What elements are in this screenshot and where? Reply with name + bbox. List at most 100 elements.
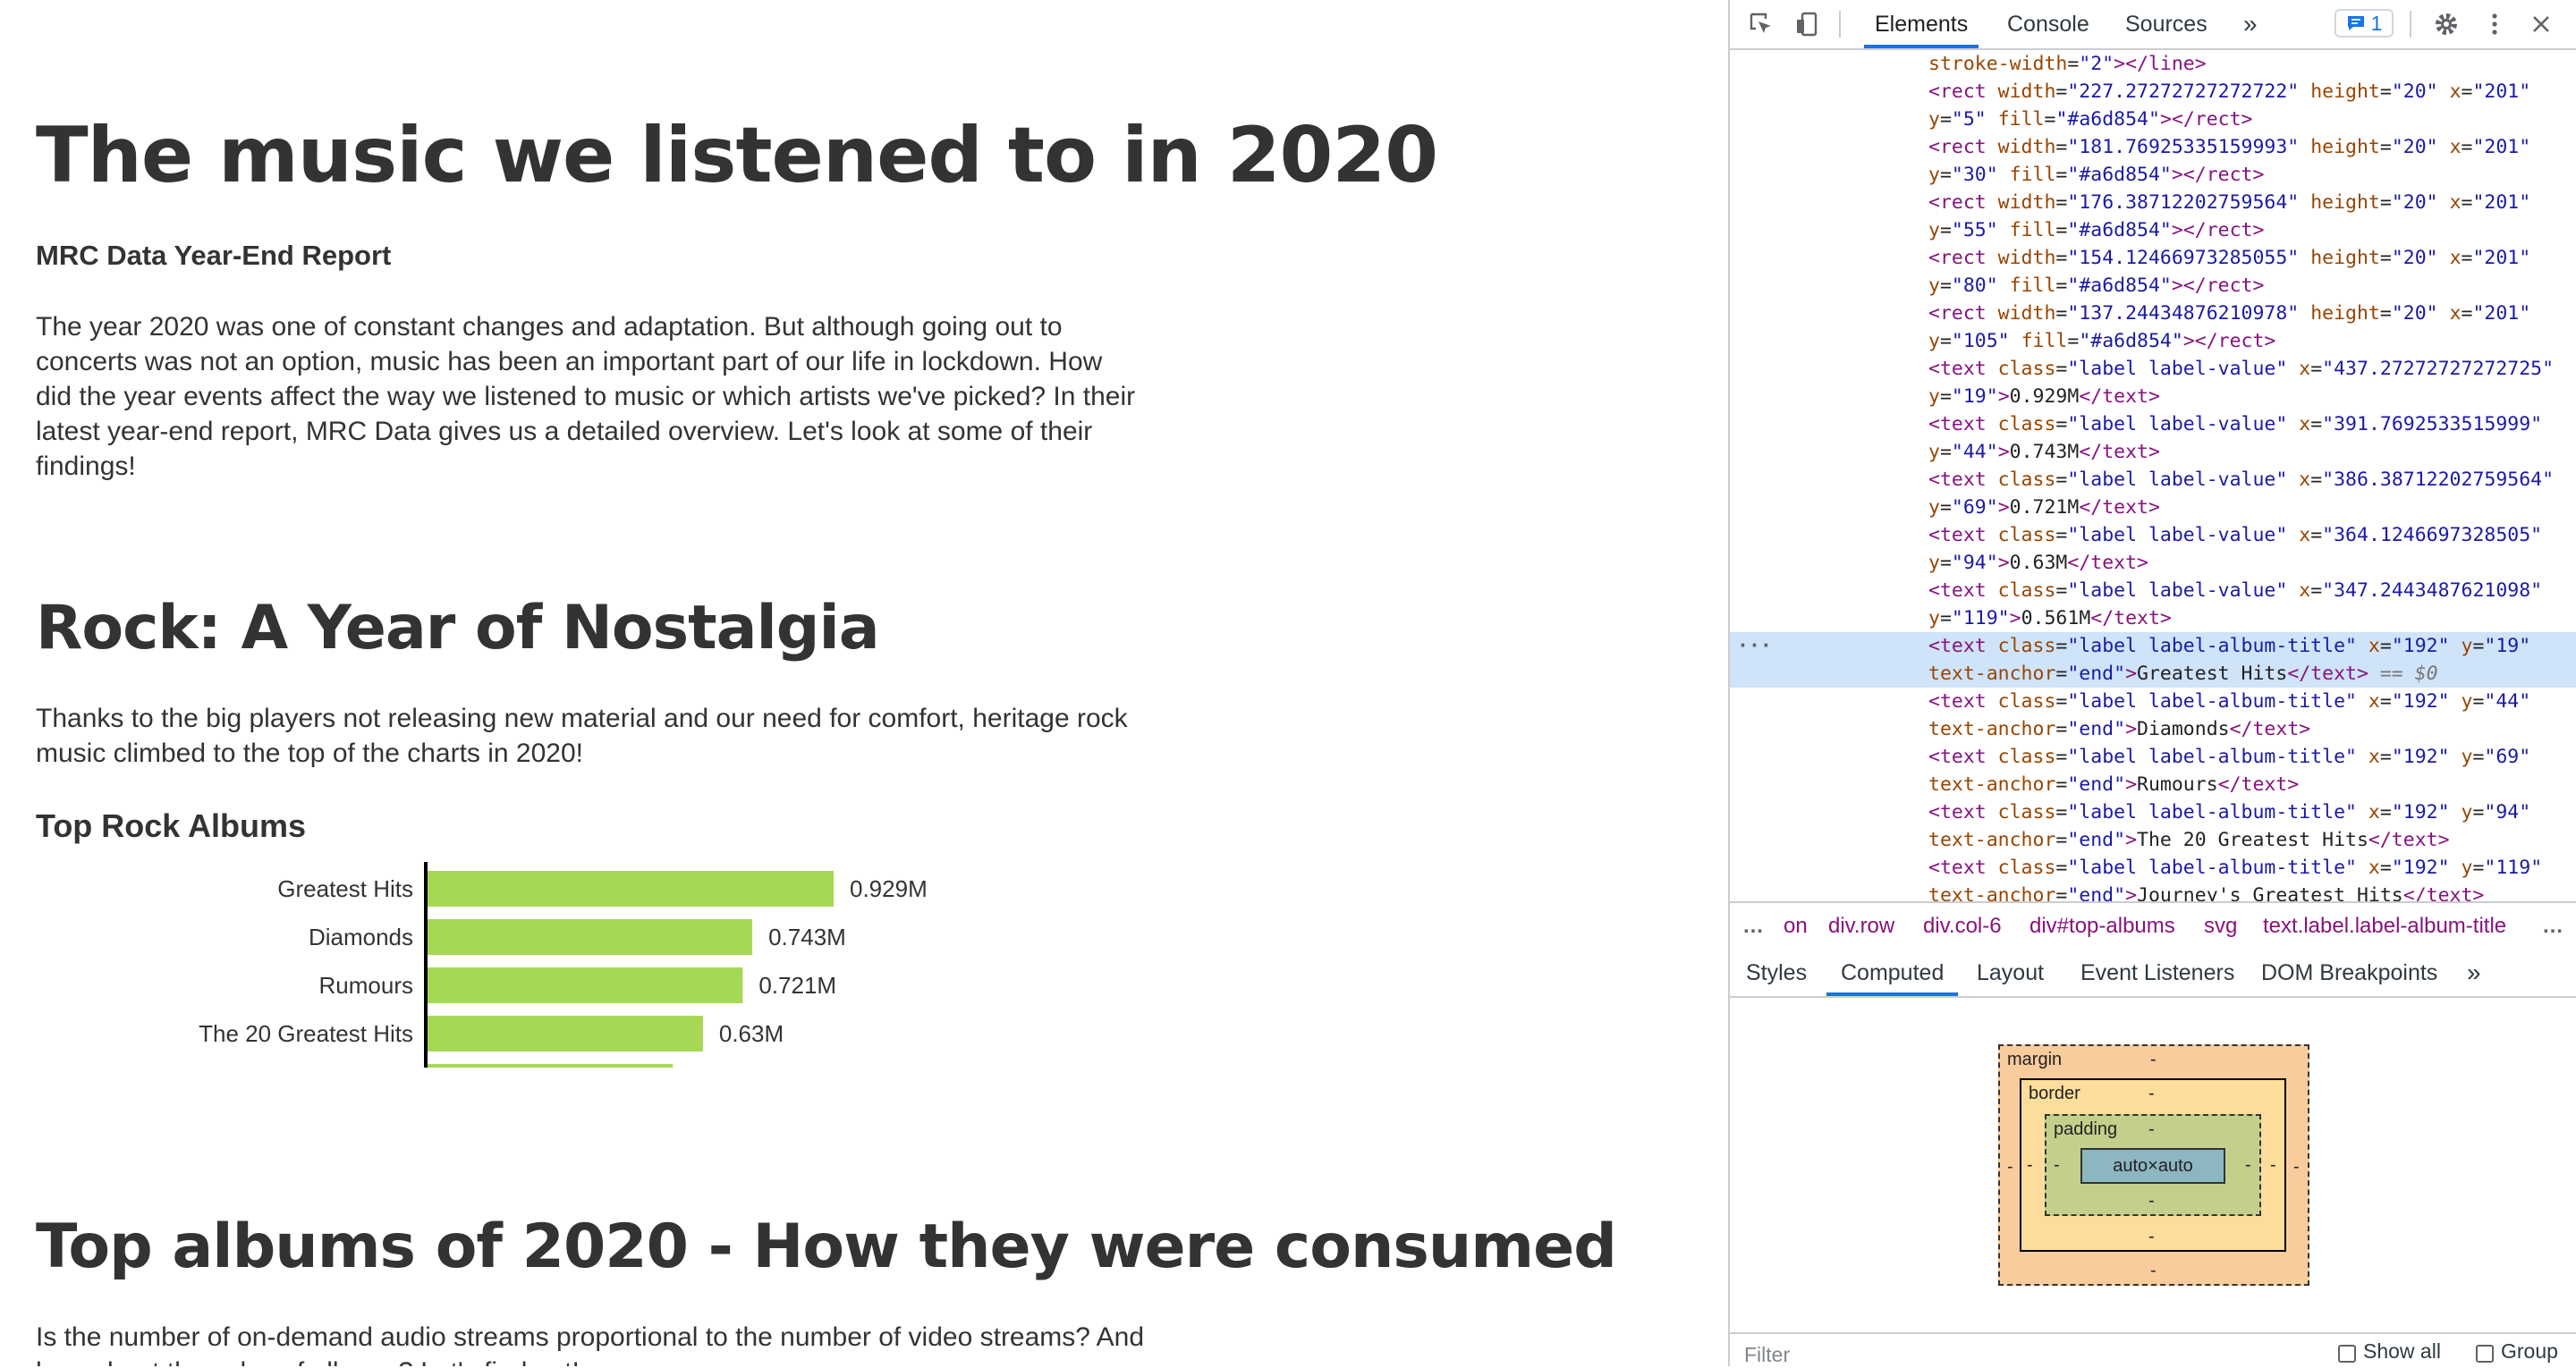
dom-token: "386.38712202759564"	[2322, 469, 2555, 491]
gear-icon[interactable]	[2431, 9, 2462, 39]
kebab-menu-icon[interactable]	[2479, 9, 2510, 39]
dom-token: x	[2368, 690, 2380, 713]
dom-token: "label label-value"	[2067, 524, 2288, 546]
device-toolbar-icon[interactable]	[1792, 9, 1823, 39]
dom-token: "201"	[2472, 302, 2531, 325]
dom-token: ></rect>	[2182, 330, 2276, 352]
dom-token: <rect	[1928, 302, 1998, 325]
dom-token: "201"	[2472, 80, 2531, 103]
show-all-checkbox[interactable]	[2338, 1345, 2356, 1363]
dom-token: =	[2472, 746, 2485, 768]
dom-token: =	[2044, 108, 2056, 131]
dom-token: x	[2449, 80, 2462, 103]
dom-token: =	[2055, 358, 2068, 380]
dom-node[interactable]: <text class="label label-album-title" x=…	[1730, 743, 2576, 798]
breadcrumb-item[interactable]: on	[1784, 914, 1808, 938]
group-checkbox[interactable]	[2476, 1345, 2494, 1363]
tab-dom-breakpoints[interactable]: DOM Breakpoints	[2261, 960, 2438, 985]
dom-token: The 20 Greatest Hits	[2137, 829, 2368, 851]
dom-node[interactable]: <text class="label label-album-title" x=…	[1730, 688, 2576, 743]
dom-token	[2357, 857, 2368, 879]
dom-node[interactable]: <text class="label label-value" x="391.7…	[1730, 410, 2576, 466]
dom-token: =	[2379, 635, 2392, 657]
close-icon[interactable]	[2526, 9, 2556, 39]
dom-node[interactable]: <rect width="154.12466973285055" height=…	[1730, 244, 2576, 300]
breadcrumb-item[interactable]: div.col-6	[1923, 914, 2002, 938]
dom-token: width	[1997, 136, 2056, 158]
filter-input[interactable]: Filter	[1744, 1343, 1791, 1366]
dom-token: =	[2055, 80, 2068, 103]
dom-token: "end"	[2067, 663, 2126, 685]
breadcrumb-scroll-right[interactable]: …	[2542, 914, 2563, 938]
tab-sources[interactable]: Sources	[2125, 12, 2207, 37]
dom-token	[2287, 469, 2299, 491]
dom-token: "20"	[2391, 191, 2438, 214]
margin-bottom-value: -	[2150, 1261, 2157, 1280]
breadcrumb-item[interactable]: div#top-albums	[2029, 914, 2175, 938]
web-page: The music we listened to in 2020 MRC Dat…	[36, 111, 1617, 1366]
dom-token: "44"	[2484, 690, 2531, 713]
dom-token: =	[2055, 718, 2068, 740]
tab-layout[interactable]: Layout	[1977, 960, 2045, 985]
dom-node[interactable]: <rect width="181.76925335159993" height=…	[1730, 133, 2576, 189]
top-albums-chart: Greatest Hits 0.929M Diamonds 0.743M Rumours…	[170, 862, 975, 1112]
breadcrumb-item[interactable]: svg	[2204, 914, 2238, 938]
tab-console[interactable]: Console	[2007, 12, 2089, 37]
dom-token: </text>	[2217, 773, 2300, 796]
dom-node[interactable]: <text class="label label-value" x="347.2…	[1730, 577, 2576, 632]
box-model-content[interactable]: auto×auto	[2080, 1148, 2225, 1184]
rock-heading: Rock: A Year of Nostalgia	[36, 593, 880, 663]
dom-token: >	[1997, 385, 2010, 408]
inspect-element-icon[interactable]	[1746, 9, 1776, 39]
tab-event-listeners[interactable]: Event Listeners	[2080, 960, 2235, 985]
dom-node[interactable]: <text class="label label-album-title" x=…	[1730, 798, 2576, 854]
dom-token: "end"	[2067, 884, 2126, 901]
dom-token: Greatest Hits	[2137, 663, 2288, 685]
border-left-value: -	[2027, 1155, 2033, 1175]
breadcrumb-scroll-left[interactable]: …	[1742, 914, 1764, 938]
border-top-value: -	[2148, 1084, 2155, 1103]
dom-token: =	[2461, 136, 2473, 158]
dom-token: <text	[1928, 635, 1998, 657]
dom-token: "347.2443487621098"	[2322, 579, 2543, 602]
dom-node[interactable]: stroke-width="2"></line>	[1730, 50, 2576, 78]
dom-token: =	[2310, 579, 2323, 602]
dom-token: ></line>	[2114, 53, 2207, 75]
dom-token: class	[1997, 579, 2056, 602]
dom-token: <rect	[1928, 136, 1998, 158]
dom-token: >	[2125, 773, 2138, 796]
dom-token: </text>	[2368, 829, 2450, 851]
dom-token: "94"	[1951, 552, 1998, 574]
breadcrumb-item[interactable]: div.row	[1828, 914, 1895, 938]
dom-token: =	[2055, 857, 2068, 879]
dom-node[interactable]: <text class="label label-value" x="364.1…	[1730, 521, 2576, 577]
dom-token: =	[2472, 635, 2485, 657]
dom-node[interactable]: <rect width="137.24434876210978" height=…	[1730, 300, 2576, 355]
bar	[428, 1016, 703, 1051]
more-tabs-icon[interactable]: »	[2243, 10, 2258, 38]
dom-token: "55"	[1951, 219, 1998, 241]
tab-computed[interactable]: Computed	[1826, 950, 1959, 996]
tab-elements[interactable]: Elements	[1863, 0, 1979, 48]
dom-node[interactable]: <text class="label label-value" x="386.3…	[1730, 466, 2576, 521]
dom-node[interactable]: <text class="label label-value" x="437.2…	[1730, 355, 2576, 410]
toolbar-divider	[1839, 11, 1841, 38]
rock-paragraph: Thanks to the big players not releasing …	[36, 704, 1128, 768]
breadcrumb-item-selected[interactable]: text.label.label-album-title	[2263, 914, 2507, 938]
more-tabs-icon[interactable]: »	[2467, 958, 2481, 986]
node-actions-icon[interactable]: ···	[1737, 635, 1772, 657]
dom-node[interactable]: <text class="label label-album-title" x=…	[1730, 854, 2576, 901]
dom-node[interactable]: <rect width="227.27272727272722" height=…	[1730, 78, 2576, 133]
dom-token	[2438, 136, 2450, 158]
dom-node-selected[interactable]: ··· <text class="label label-album-title"…	[1730, 632, 2576, 688]
dom-node[interactable]: <rect width="176.38712202759564" height=…	[1730, 189, 2576, 244]
dom-token: "19"	[2484, 635, 2531, 657]
dom-token: =	[2461, 302, 2473, 325]
dom-token: "#a6d854"	[2067, 274, 2172, 297]
elements-dom-tree[interactable]: stroke-width="2"></line> <rect width="227…	[1730, 50, 2576, 901]
dom-token: =	[2055, 773, 2068, 796]
dom-token: =	[2310, 524, 2323, 546]
messages-badge[interactable]: 1	[2334, 9, 2394, 38]
dom-token: class	[1997, 469, 2056, 491]
tab-styles[interactable]: Styles	[1746, 960, 1808, 985]
